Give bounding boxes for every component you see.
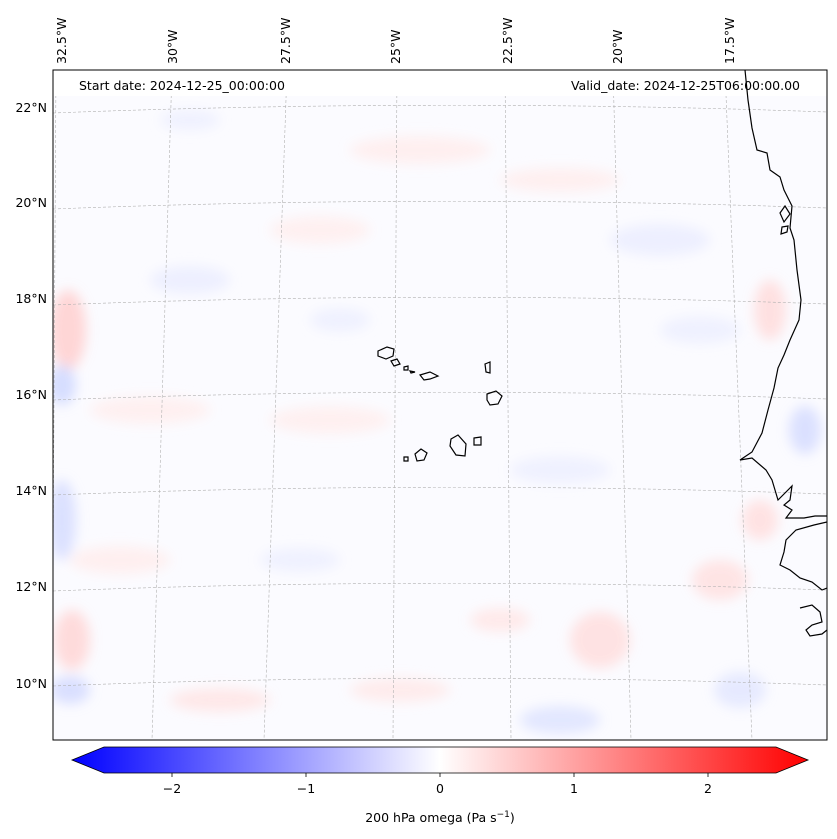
colorbar-tick-minus-2: −2 (163, 781, 181, 796)
coastline (739, 70, 827, 637)
lon-label-25w: 25°W (388, 29, 403, 64)
omega-field (53, 110, 821, 734)
lat-label-18n: 18°N (15, 291, 47, 306)
lat-label-10n: 10°N (15, 676, 47, 691)
colorbar: −2 −1 0 1 2 200 hPa omega (Pa s−1) (70, 746, 810, 825)
colorbar-tick-1: 1 (570, 781, 578, 796)
lat-label-14n: 14°N (15, 483, 47, 498)
lon-label-20w: 20°W (610, 29, 625, 64)
map-border (52, 69, 828, 741)
colorbar-title-sup: −1 (497, 810, 510, 820)
lon-label-30w: 30°W (165, 29, 180, 64)
colorbar-title-main: 200 hPa omega (Pa s (365, 810, 496, 825)
header-strip (53, 70, 827, 96)
lon-label-27-5w: 27.5°W (278, 18, 293, 64)
colorbar-title-close: ) (510, 810, 515, 825)
colorbar-tick-minus-1: −1 (297, 781, 315, 796)
start-date-label: Start date: 2024-12-25_00:00:00 (79, 78, 285, 93)
colorbar-bar (70, 746, 810, 774)
map-panel (53, 70, 827, 740)
lat-label-20n: 20°N (15, 195, 47, 210)
lon-label-22-5w: 22.5°W (500, 18, 515, 64)
colorbar-tick-0: 0 (436, 781, 444, 796)
lat-label-16n: 16°N (15, 387, 47, 402)
lat-label-22n: 22°N (15, 100, 47, 115)
colorbar-ticks (171, 773, 709, 777)
latitude-labels: 22°N 20°N 18°N 16°N 14°N 12°N 10°N (15, 100, 47, 691)
lat-label-12n: 12°N (15, 579, 47, 594)
lon-label-17-5w: 17.5°W (722, 18, 737, 64)
colorbar-title: 200 hPa omega (Pa s−1) (365, 810, 515, 825)
cape-verde-islands (377, 346, 503, 462)
longitude-labels: 32.5°W 30°W 27.5°W 25°W 22.5°W 20°W 17.5… (54, 18, 737, 64)
gridlines (53, 70, 827, 740)
colorbar-tick-2: 2 (704, 781, 712, 796)
lon-label-32-5w: 32.5°W (54, 18, 69, 64)
valid-date-label: Valid_date: 2024-12-25T06:00:00.00 (571, 78, 800, 93)
